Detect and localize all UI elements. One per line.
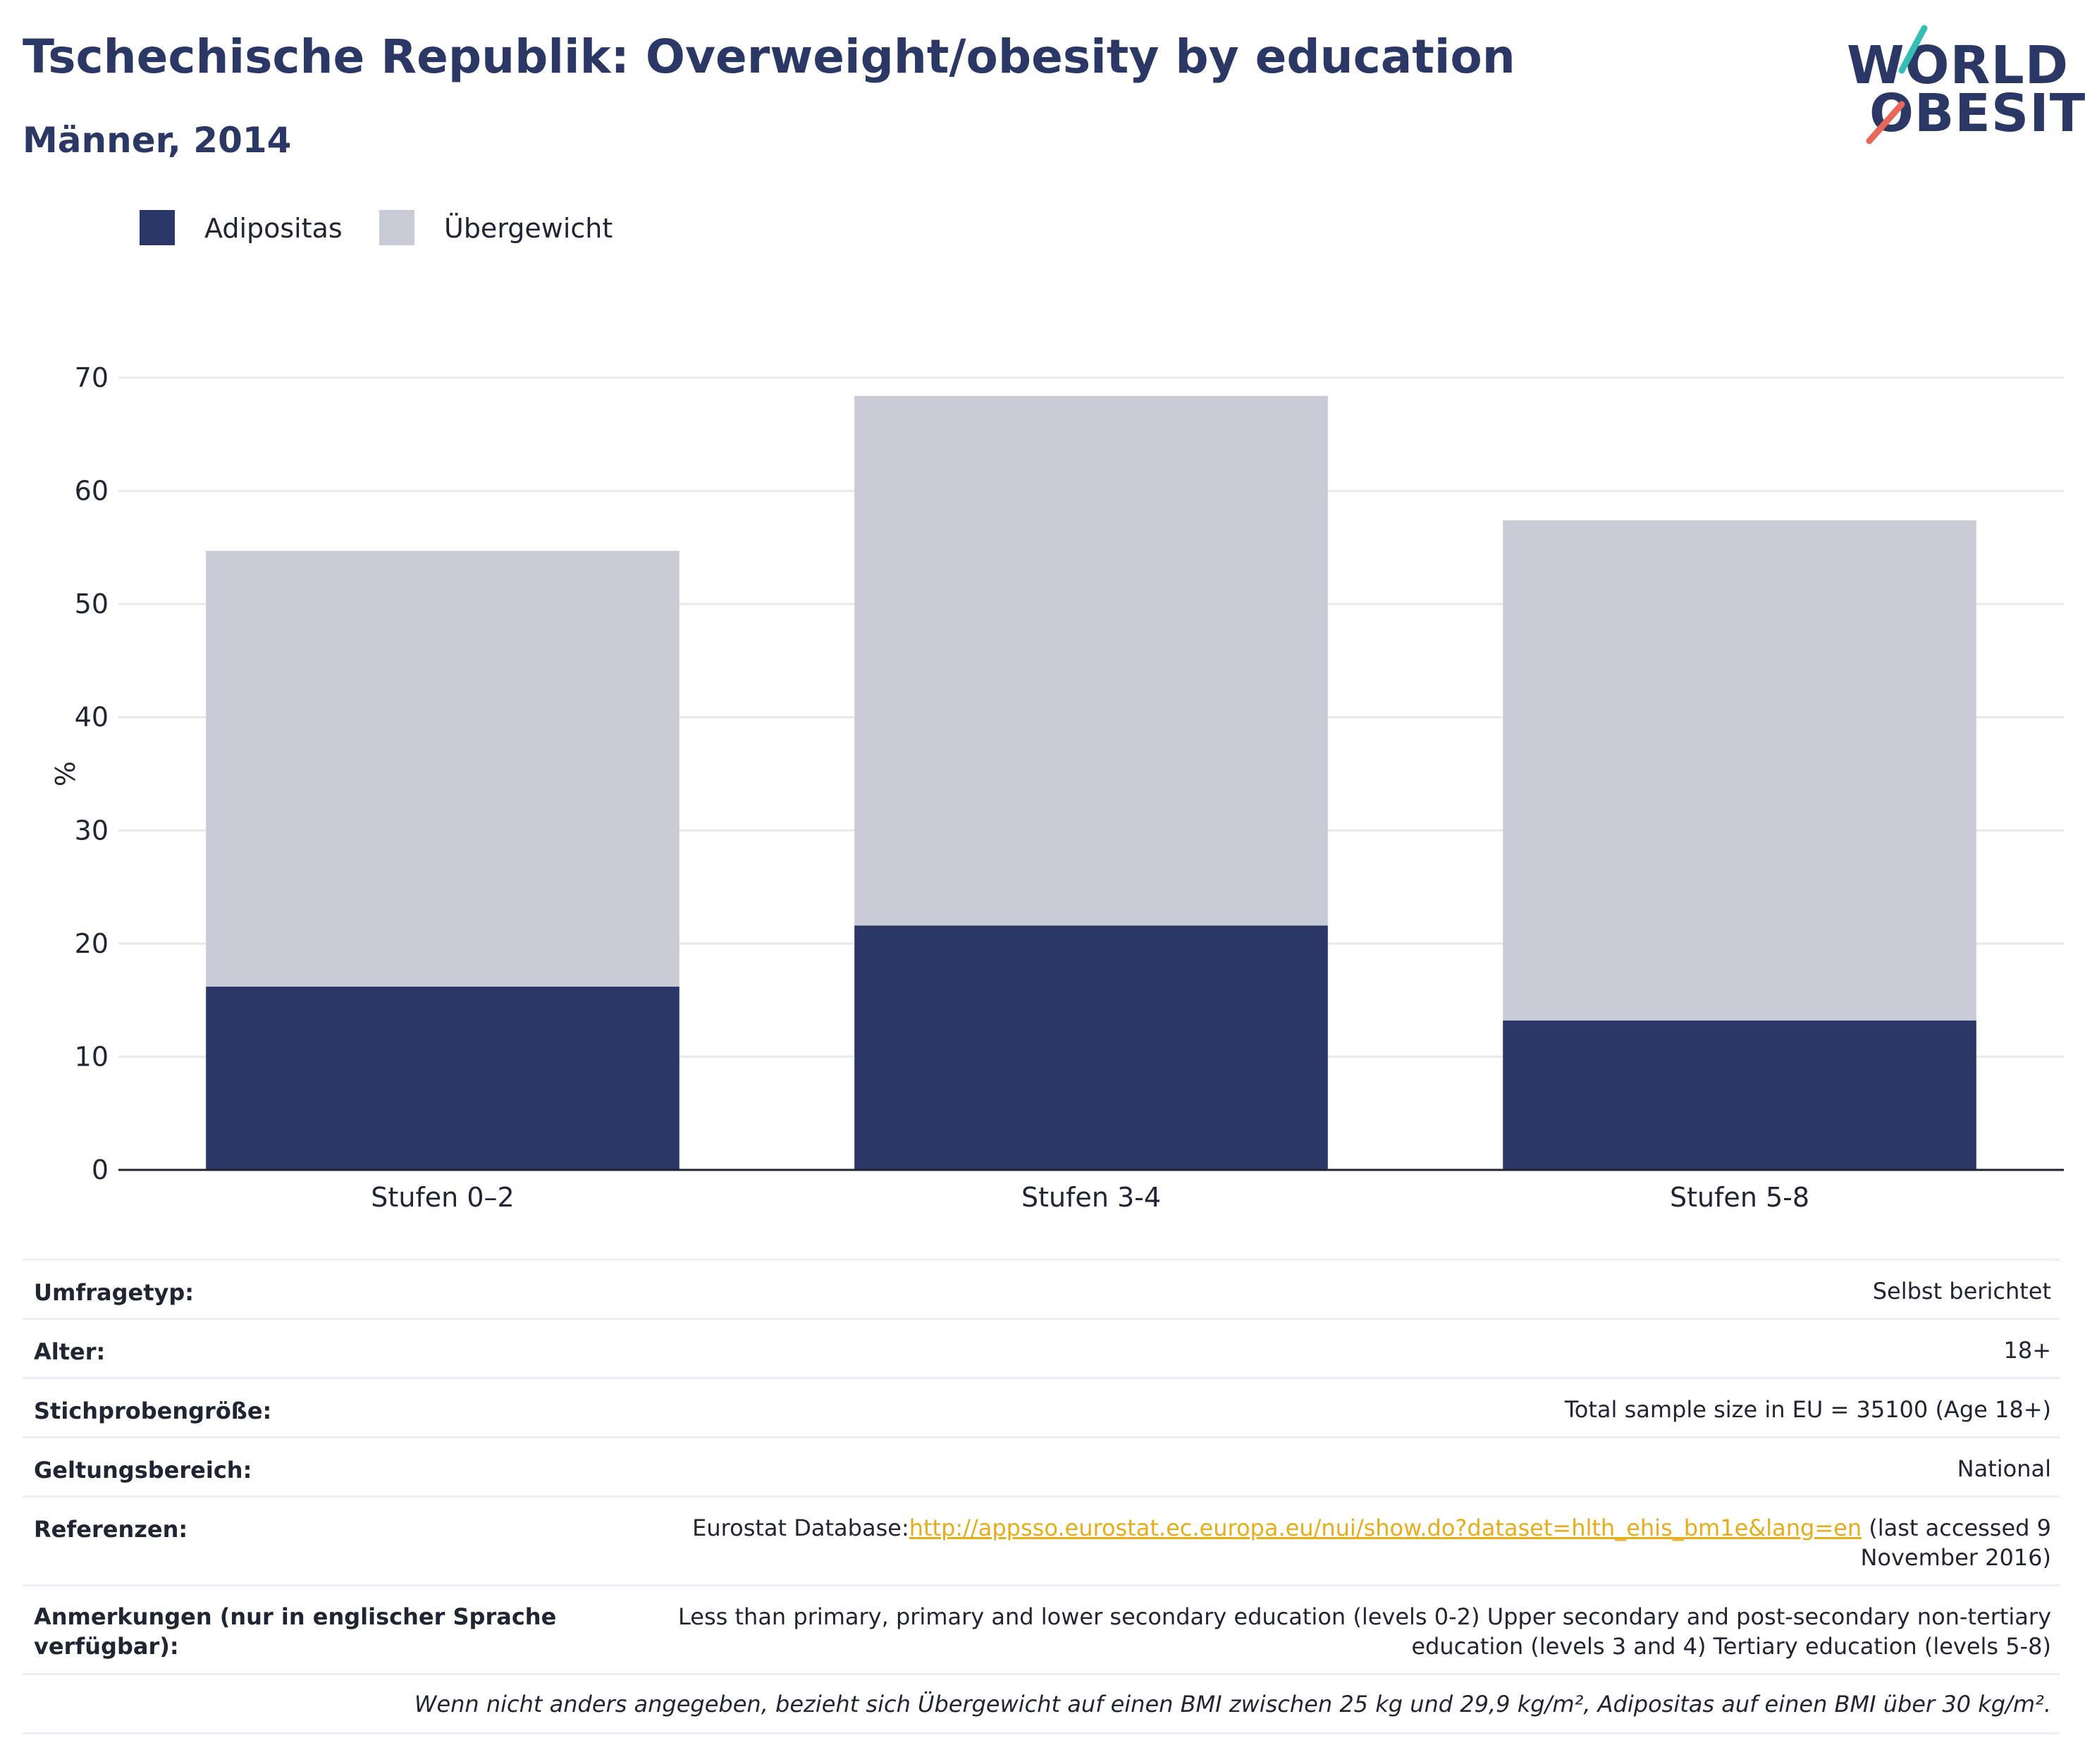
info-label-scope: Geltungsbereich: xyxy=(34,1457,252,1484)
logo-slash-icon xyxy=(1866,25,1928,144)
stacked-bar-chart: 0 10 20 30 40 50 60 70% Stufen 0–2 Stufen 3-4 Stuf… xyxy=(49,362,2064,1213)
legend-label-obesity: Adipositas xyxy=(204,213,343,244)
info-row-scope: Geltungsbereich: National xyxy=(23,1438,2060,1498)
info-value-survey-type: Selbst berichtet xyxy=(1872,1278,2051,1305)
bar-overweight-2[interactable] xyxy=(854,395,1328,926)
info-label-survey-type: Umfragetyp: xyxy=(34,1279,195,1306)
y-tick-label: 50 xyxy=(75,588,109,619)
info-value-notes: Less than primary, primary and lower sec… xyxy=(678,1603,2051,1660)
references-link[interactable]: http://appsso.eurostat.ec.europa.eu/nui/… xyxy=(909,1515,1862,1541)
legend-swatch-overweight xyxy=(379,210,414,245)
info-label-age: Alter: xyxy=(34,1338,106,1365)
y-tick-label: 40 xyxy=(75,702,109,733)
y-tick-label: 70 xyxy=(75,362,109,393)
y-tick-label: 10 xyxy=(75,1041,109,1072)
references-prefix: Eurostat Database: xyxy=(692,1515,909,1541)
info-row-sample-size: Stichprobengröße: Total sample size in E… xyxy=(23,1379,2060,1438)
info-value-sample-size: Total sample size in EU = 35100 (Age 18+… xyxy=(1564,1396,2051,1423)
info-row-survey-type: Umfragetyp: Selbst berichtet xyxy=(23,1261,2060,1320)
legend-label-overweight: Übergewicht xyxy=(444,213,613,244)
info-value-age: 18+ xyxy=(2003,1337,2051,1364)
info-row-age: Alter: 18+ xyxy=(23,1320,2060,1379)
y-tick-label: 20 xyxy=(75,928,109,959)
info-value-references: Eurostat Database:http://appsso.eurostat… xyxy=(613,1513,2051,1572)
bar-obesity-1[interactable] xyxy=(206,986,679,1170)
legend-swatch-obesity xyxy=(140,210,175,245)
y-tick-label: 0 xyxy=(92,1154,109,1185)
bmi-footnote: Wenn nicht anders angegeben, bezieht sic… xyxy=(414,1691,2051,1717)
info-row-references: Referenzen: Eurostat Database:http://app… xyxy=(23,1498,2060,1586)
bar-overweight-3[interactable] xyxy=(1503,520,1976,1021)
y-tick-label: 60 xyxy=(75,476,109,507)
logo-line-2: OBESITY xyxy=(1869,83,2085,144)
world-obesity-logo: WORLD OBESITY xyxy=(1833,21,2085,155)
info-row-footnote: Wenn nicht anders angegeben, bezieht sic… xyxy=(23,1675,2060,1734)
info-row-notes: Anmerkungen (nur in englischer Sprache v… xyxy=(23,1586,2060,1675)
info-label-notes: Anmerkungen (nur in englischer Sprache v… xyxy=(34,1603,557,1660)
x-tick-label: Stufen 0–2 xyxy=(371,1182,514,1213)
bar-obesity-3[interactable] xyxy=(1503,1020,1976,1170)
info-value-scope: National xyxy=(1957,1455,2051,1482)
references-suffix: (last accessed 9 November 2016) xyxy=(1860,1515,2051,1571)
page-subtitle: Männer, 2014 xyxy=(23,120,292,161)
logo-line-1: WORLD xyxy=(1847,35,2069,96)
info-label-references: Referenzen: xyxy=(34,1516,188,1543)
bar-overweight-1[interactable] xyxy=(206,550,679,987)
x-tick-label: Stufen 5-8 xyxy=(1670,1182,1809,1213)
y-axis-title: % xyxy=(49,761,80,787)
y-tick-label: 30 xyxy=(75,815,109,846)
page-title: Tschechische Republik: Overweight/obesit… xyxy=(23,30,1515,84)
bar-obesity-2[interactable] xyxy=(854,925,1328,1170)
info-label-sample-size: Stichprobengröße: xyxy=(34,1398,272,1424)
info-table: Umfragetyp: Selbst berichtet Alter: 18+ … xyxy=(23,1259,2060,1734)
x-tick-label: Stufen 3-4 xyxy=(1021,1182,1161,1213)
